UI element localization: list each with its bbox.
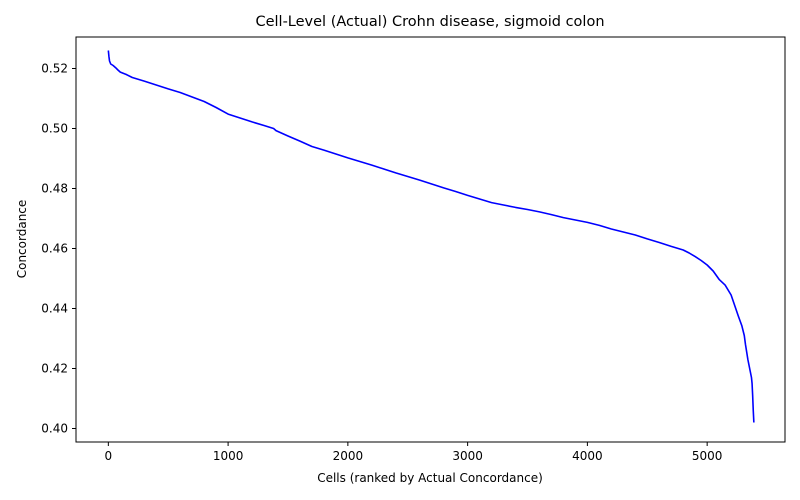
- y-axis-label: Concordance: [15, 200, 29, 279]
- y-tick-label: 0.52: [41, 62, 68, 76]
- y-tick-label: 0.40: [41, 422, 68, 436]
- y-tick-label: 0.50: [41, 122, 68, 136]
- plot-frame: [75, 36, 786, 443]
- plot-area: [107, 50, 755, 423]
- x-axis-label: Cells (ranked by Actual Concordance): [317, 471, 543, 485]
- x-tick-label: 3000: [452, 449, 483, 463]
- x-tick-label: 0: [105, 449, 113, 463]
- x-tick-label: 1000: [213, 449, 244, 463]
- y-tick-label: 0.48: [41, 182, 68, 196]
- chart-title: Cell-Level (Actual) Crohn disease, sigmo…: [255, 14, 604, 30]
- y-tick-label: 0.44: [41, 302, 68, 316]
- y-tick-label: 0.42: [41, 362, 68, 376]
- concordance-series-line: [107, 50, 755, 423]
- y-tick-label: 0.46: [41, 242, 68, 256]
- x-tick-label: 5000: [692, 449, 723, 463]
- x-tick-label: 4000: [572, 449, 603, 463]
- x-tick-label: 2000: [333, 449, 364, 463]
